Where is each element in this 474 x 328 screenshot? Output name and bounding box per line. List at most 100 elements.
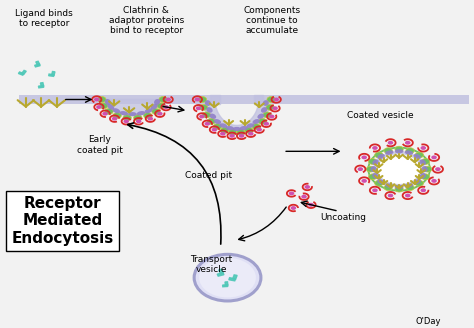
Ellipse shape [107, 104, 114, 110]
FancyBboxPatch shape [19, 95, 469, 104]
Circle shape [374, 151, 425, 187]
Ellipse shape [210, 113, 216, 119]
Circle shape [157, 112, 163, 116]
Text: Transport
vesicle: Transport vesicle [190, 255, 232, 275]
Circle shape [98, 96, 106, 102]
Ellipse shape [261, 107, 267, 113]
Polygon shape [40, 83, 44, 87]
Ellipse shape [405, 150, 413, 155]
Ellipse shape [422, 166, 428, 172]
Circle shape [199, 105, 208, 110]
Circle shape [368, 174, 377, 180]
Circle shape [269, 114, 274, 118]
Ellipse shape [419, 159, 426, 165]
Circle shape [374, 152, 383, 158]
Circle shape [421, 174, 430, 180]
Circle shape [372, 188, 378, 192]
Polygon shape [52, 72, 55, 75]
Polygon shape [229, 278, 236, 281]
Circle shape [406, 185, 414, 191]
Circle shape [273, 97, 279, 101]
Circle shape [405, 141, 410, 145]
Ellipse shape [154, 99, 160, 105]
Circle shape [378, 154, 420, 184]
Text: Coated vesicle: Coated vesicle [347, 111, 414, 120]
Circle shape [384, 148, 392, 154]
Circle shape [94, 97, 100, 101]
Circle shape [415, 152, 424, 158]
Circle shape [374, 180, 383, 186]
Circle shape [159, 96, 167, 102]
Circle shape [272, 106, 278, 110]
Circle shape [435, 167, 441, 171]
Circle shape [388, 194, 393, 197]
Circle shape [196, 106, 201, 110]
Ellipse shape [371, 166, 376, 172]
Ellipse shape [395, 185, 403, 189]
Circle shape [102, 112, 108, 116]
Circle shape [366, 166, 374, 172]
Polygon shape [233, 275, 237, 279]
Ellipse shape [257, 113, 264, 119]
Text: Ligand binds
to receptor: Ligand binds to receptor [16, 9, 73, 28]
Ellipse shape [405, 183, 413, 188]
Polygon shape [35, 64, 40, 67]
Circle shape [361, 155, 367, 159]
Circle shape [289, 192, 294, 195]
Polygon shape [225, 282, 228, 285]
Circle shape [263, 112, 271, 118]
Circle shape [220, 128, 229, 133]
Circle shape [304, 185, 310, 189]
Circle shape [213, 124, 221, 130]
Circle shape [202, 112, 210, 118]
Circle shape [163, 105, 169, 109]
Circle shape [228, 129, 237, 135]
Ellipse shape [112, 108, 120, 113]
Circle shape [267, 96, 275, 102]
Ellipse shape [105, 99, 111, 105]
Circle shape [258, 118, 267, 124]
Circle shape [207, 118, 215, 124]
Circle shape [195, 97, 200, 101]
Polygon shape [49, 74, 54, 76]
Polygon shape [36, 61, 40, 65]
Circle shape [124, 119, 129, 123]
Circle shape [198, 96, 207, 102]
Ellipse shape [246, 123, 255, 128]
Circle shape [301, 195, 307, 199]
Text: Coated pit: Coated pit [185, 171, 233, 180]
Ellipse shape [137, 111, 146, 115]
Circle shape [245, 128, 253, 133]
Circle shape [152, 109, 160, 114]
Circle shape [157, 103, 165, 109]
Ellipse shape [263, 100, 269, 106]
Ellipse shape [240, 126, 248, 130]
Polygon shape [223, 285, 228, 287]
Circle shape [211, 128, 217, 132]
Ellipse shape [372, 173, 379, 179]
Circle shape [431, 179, 437, 183]
Circle shape [204, 122, 210, 126]
Ellipse shape [372, 159, 379, 165]
Polygon shape [106, 99, 159, 115]
Circle shape [291, 206, 296, 210]
Circle shape [199, 258, 256, 297]
Ellipse shape [128, 112, 137, 116]
Polygon shape [219, 269, 224, 274]
Ellipse shape [385, 150, 393, 155]
Circle shape [384, 185, 392, 191]
Ellipse shape [151, 104, 157, 110]
Ellipse shape [377, 154, 385, 159]
Circle shape [406, 148, 414, 154]
Circle shape [237, 129, 245, 135]
Circle shape [165, 97, 171, 101]
Ellipse shape [413, 179, 421, 184]
Text: Uncoating: Uncoating [320, 213, 366, 222]
Circle shape [123, 115, 131, 121]
Ellipse shape [226, 126, 234, 130]
Circle shape [264, 122, 269, 126]
Text: Clathrin &
adaptor proteins
bind to receptor: Clathrin & adaptor proteins bind to rece… [109, 6, 184, 35]
Circle shape [361, 179, 367, 183]
Ellipse shape [219, 123, 227, 128]
Circle shape [420, 146, 426, 150]
